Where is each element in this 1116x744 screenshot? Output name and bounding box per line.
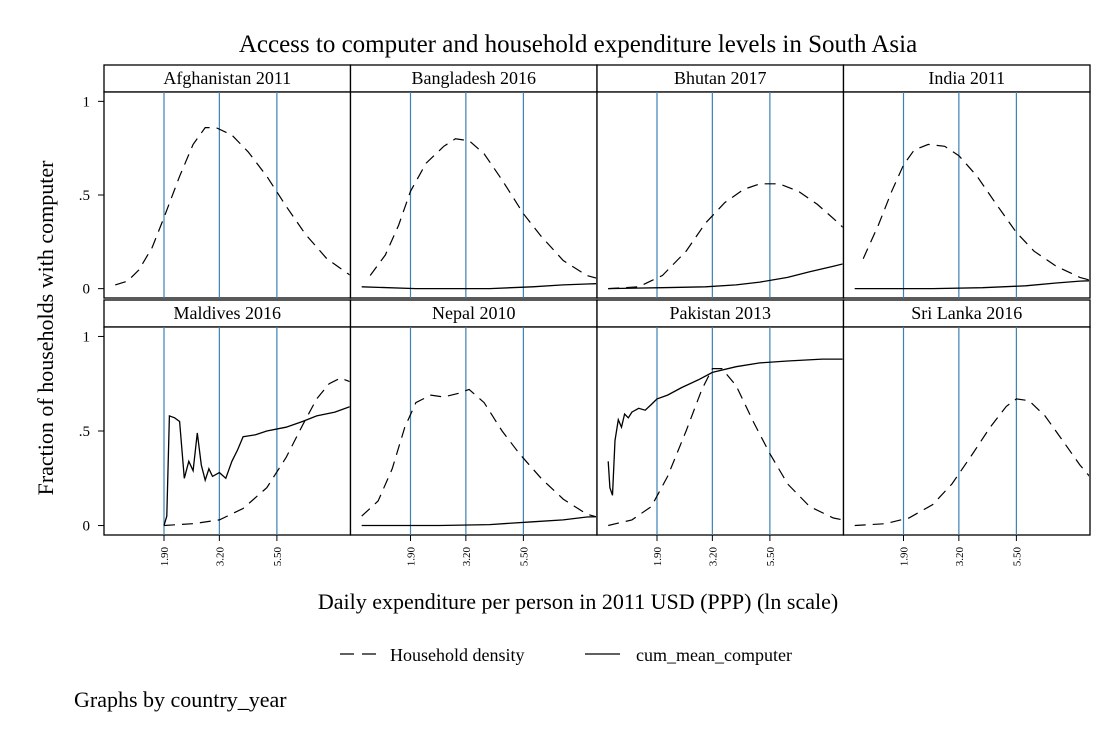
panel-plot-area xyxy=(596,326,845,536)
panel-grid: Afghanistan 2011 0 .5 1 Bangladesh 2016 Bhuta… xyxy=(79,64,1091,567)
cum-mean-line xyxy=(854,280,1089,290)
y-tick-label: 1 xyxy=(83,94,91,110)
x-tick-label: 5.50 xyxy=(765,547,777,567)
cum-mean-line xyxy=(361,283,596,290)
x-tick-label: 3.20 xyxy=(461,547,473,567)
panel-afghanistan-2011: Afghanistan 2011 0 .5 1 xyxy=(79,64,352,299)
y-tick-label: .5 xyxy=(79,424,90,440)
panel-header xyxy=(349,299,598,328)
x-tick-label: 1.90 xyxy=(405,547,417,567)
panel-sri-lanka-2016: Sri Lanka 2016 1.90 3.20 5.50 xyxy=(842,299,1091,567)
panel-header xyxy=(103,64,352,93)
panel-plot-area xyxy=(103,91,352,299)
x-axis-label: Daily expenditure per person in 2011 USD… xyxy=(318,589,838,614)
x-tick-label: 5.50 xyxy=(272,547,284,567)
panel-header xyxy=(842,64,1091,93)
cum-mean-line xyxy=(607,358,843,496)
panel-plot-area xyxy=(596,91,845,299)
y-tick-label: 0 xyxy=(83,282,91,298)
panel-title: India 2011 xyxy=(928,68,1005,88)
panel-title: Sri Lanka 2016 xyxy=(911,303,1022,323)
panel-india-2011: India 2011 xyxy=(842,64,1091,299)
x-tick-label: 5.50 xyxy=(1011,547,1023,567)
cum-mean-line xyxy=(163,406,350,526)
panel-plot-area xyxy=(349,326,598,536)
density-line xyxy=(608,183,843,290)
x-tick-label: 1.90 xyxy=(898,547,910,567)
density-line xyxy=(361,388,596,518)
y-tick-label: .5 xyxy=(79,188,90,204)
panel-title: Maldives 2016 xyxy=(174,303,282,323)
y-tick-label: 1 xyxy=(83,329,91,345)
cum-mean-line xyxy=(608,263,843,290)
panel-plot-area xyxy=(842,91,1091,299)
x-tick-label: 1.90 xyxy=(652,547,664,567)
density-line xyxy=(862,143,1089,281)
panel-pakistan-2013: Pakistan 2013 1.90 3.20 5.50 xyxy=(596,299,845,567)
panel-plot-area xyxy=(103,326,352,536)
panel-title: Pakistan 2013 xyxy=(670,303,772,323)
panel-title: Bangladesh 2016 xyxy=(412,68,536,88)
x-tick-label: 5.50 xyxy=(518,547,530,567)
y-axis-label: Fraction of households with computer xyxy=(33,160,58,496)
density-line xyxy=(115,126,350,286)
x-tick-label: 3.20 xyxy=(954,547,966,567)
panel-title: Bhutan 2017 xyxy=(674,68,767,88)
panel-bangladesh-2016: Bangladesh 2016 xyxy=(349,64,598,299)
panel-plot-area xyxy=(842,326,1091,536)
panel-title: Afghanistan 2011 xyxy=(163,68,291,88)
panel-bhutan-2017: Bhutan 2017 xyxy=(596,64,845,299)
y-tick-label: 0 xyxy=(83,519,91,535)
density-line xyxy=(854,398,1089,527)
x-tick-label: 1.90 xyxy=(159,547,171,567)
panel-nepal-2010: Nepal 2010 1.90 3.20 5.50 xyxy=(349,299,598,567)
legend-cum-mean-label: cum_mean_computer xyxy=(636,645,792,665)
x-tick-label: 3.20 xyxy=(707,547,719,567)
panel-header xyxy=(596,64,845,93)
panel-title: Nepal 2010 xyxy=(432,303,515,323)
cum-mean-line xyxy=(361,516,596,527)
density-line xyxy=(163,377,350,527)
density-line xyxy=(369,138,596,279)
legend: Household density cum_mean_computer xyxy=(340,645,792,665)
legend-density-label: Household density xyxy=(390,645,525,665)
panel-maldives-2016: Maldives 2016 0 .5 1 1.90 3.20 5.50 xyxy=(79,299,352,567)
x-tick-label: 3.20 xyxy=(214,547,226,567)
chart-title: Access to computer and household expendi… xyxy=(239,31,917,58)
graphs-by-note: Graphs by country_year xyxy=(74,687,287,712)
panel-plot-area xyxy=(349,91,598,299)
